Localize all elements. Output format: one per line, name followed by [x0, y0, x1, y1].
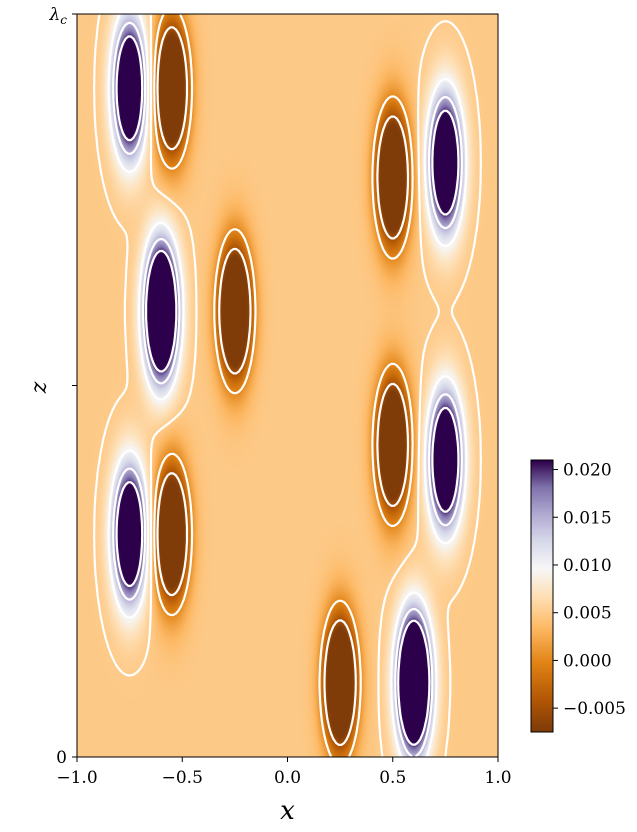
colorbar: −0.005 0.000 0.005 0.010 0.015 0.020 [530, 459, 626, 733]
colorbar-tick-label: 0.020 [563, 461, 612, 481]
colorbar-tick-label: 0.000 [563, 651, 612, 671]
colorbar-ticks: −0.005 0.000 0.005 0.010 0.015 0.020 [553, 461, 626, 719]
x-tick-label: 0.5 [379, 768, 406, 788]
x-tick-label: −1.0 [56, 768, 97, 788]
contour-positive [115, 35, 460, 746]
y-tick-label-lambda-c: λc [48, 5, 67, 27]
colorbar-tick-label: −0.005 [563, 699, 626, 719]
x-axis-label: x [280, 796, 295, 826]
colorbar-gradient [531, 460, 553, 732]
contour-positive [112, 21, 463, 757]
plot-area [76, 13, 499, 758]
x-tick-label: 1.0 [484, 768, 511, 788]
x-axis: −1.0 −0.5 0.0 0.5 1.0 [56, 757, 512, 788]
y-tick-label-zero: 0 [56, 748, 67, 768]
y-axis-label: z [27, 381, 52, 394]
colorbar-tick-label: 0.005 [563, 604, 612, 624]
colorbar-tick-label: 0.010 [563, 556, 612, 576]
colorbar-frame [530, 459, 554, 733]
y-axis: 0 λc [48, 5, 77, 768]
contour-positive [107, 14, 468, 757]
colorbar-tick-label: 0.015 [563, 508, 612, 528]
contour-positive [153, 14, 414, 757]
contour-positive [93, 14, 482, 757]
contour-negative [156, 26, 410, 746]
contour-lines [93, 14, 482, 757]
x-tick-label: 0.0 [274, 768, 301, 788]
x-tick-label: −0.5 [162, 768, 203, 788]
